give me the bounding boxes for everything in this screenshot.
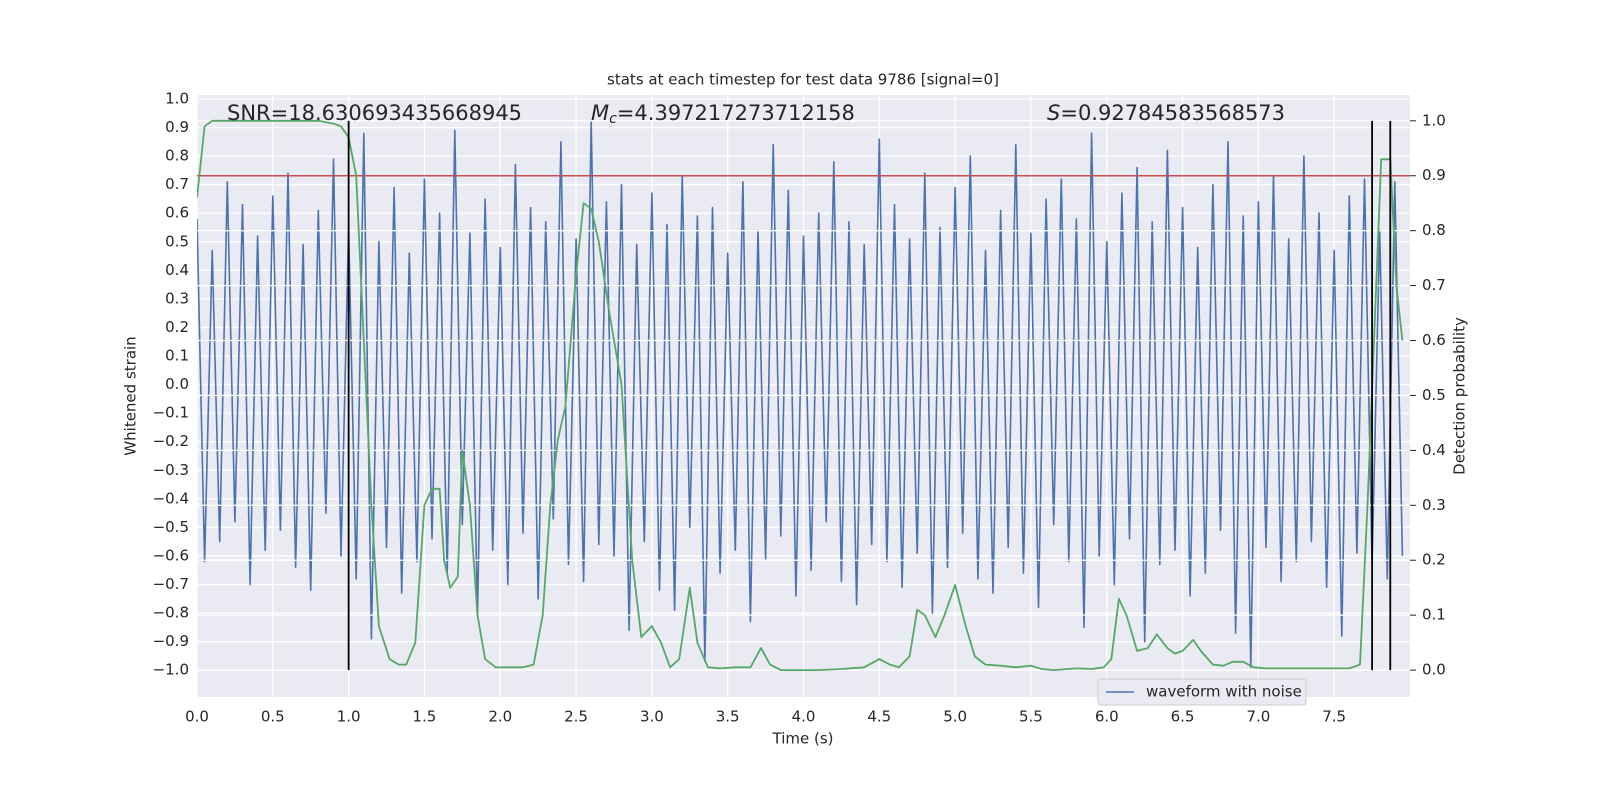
y2-tick-label: 0.2 <box>1422 551 1446 569</box>
y-tick-label: −1.0 <box>153 661 189 679</box>
y-tick-label: 0.7 <box>165 175 189 193</box>
x-tick-label: 2.5 <box>564 708 588 726</box>
probability-line <box>197 119 1404 671</box>
annotation: SNR=18.630693435668945 <box>227 101 522 125</box>
y-tick-label: 0.1 <box>165 347 189 365</box>
y-tick-label: 0.0 <box>165 375 189 393</box>
annotation-subscript: c <box>609 111 617 127</box>
y-axis-label: Whitened strain <box>122 336 140 455</box>
y2-tick-label: 0.3 <box>1422 496 1446 514</box>
x-tick-label: 7.5 <box>1322 708 1346 726</box>
x-tick-label: 1.5 <box>413 708 437 726</box>
y-tick-label: 0.3 <box>165 289 189 307</box>
annotation: Mc=4.397217273712158 <box>591 101 855 127</box>
y-tick-label: 0.6 <box>165 204 189 222</box>
x-tick-label: 7.0 <box>1246 708 1270 726</box>
waveform-line <box>197 121 1404 669</box>
y-tick-label: −0.7 <box>153 575 189 593</box>
y-tick-label: −0.5 <box>153 518 189 536</box>
chart-title: stats at each timestep for test data 978… <box>607 71 999 89</box>
x-tick-label: 1.0 <box>337 708 361 726</box>
y-tick-label: −0.4 <box>153 489 189 507</box>
annotation: S=0.92784583568573 <box>1047 101 1285 125</box>
y2-tick-label: 0.6 <box>1422 331 1446 349</box>
x-tick-label: 6.5 <box>1171 708 1195 726</box>
legend-box <box>1097 678 1307 706</box>
y-tick-label: 0.9 <box>165 118 189 136</box>
y-tick-label: −0.9 <box>153 632 189 650</box>
x-tick-label: 5.0 <box>943 708 967 726</box>
y-tick-label: 0.5 <box>165 232 189 250</box>
y-tick-label: 0.2 <box>165 318 189 336</box>
y-tick-label: −0.3 <box>153 461 189 479</box>
y2-tick-label: 0.0 <box>1422 661 1446 679</box>
y2-tick-label: 0.1 <box>1422 606 1446 624</box>
y-tick-label: 0.8 <box>165 147 189 165</box>
x-tick-label: 4.0 <box>792 708 816 726</box>
y-tick-label: −0.8 <box>153 604 189 622</box>
y2-tick-label: 1.0 <box>1422 111 1446 129</box>
y2-tick-label: 0.7 <box>1422 276 1446 294</box>
y-tick-label: 1.0 <box>165 89 189 107</box>
y-tick-label: −0.2 <box>153 432 189 450</box>
y-tick-label: −0.6 <box>153 546 189 564</box>
y-tick-label: −0.1 <box>153 404 189 422</box>
x-axis-label: Time (s) <box>772 730 834 748</box>
x-tick-label: 0.5 <box>261 708 285 726</box>
x-tick-label: 3.5 <box>716 708 740 726</box>
annotation-symbol: S <box>1047 101 1060 125</box>
annotation-text: =4.397217273712158 <box>617 101 855 125</box>
y-tick-label: 0.4 <box>165 261 189 279</box>
y2-tick-label: 0.9 <box>1422 166 1446 184</box>
x-tick-label: 4.5 <box>867 708 891 726</box>
plot-content <box>197 119 1410 671</box>
x-tick-label: 3.0 <box>640 708 664 726</box>
y2-tick-label: 0.5 <box>1422 386 1446 404</box>
annotation-text: SNR=18.630693435668945 <box>227 101 522 125</box>
annotation-text: =0.92784583568573 <box>1060 101 1285 125</box>
y2-tick-label: 0.4 <box>1422 441 1446 459</box>
annotation-symbol: M <box>591 101 609 125</box>
x-tick-label: 0.0 <box>185 708 209 726</box>
x-tick-label: 6.0 <box>1095 708 1119 726</box>
y2-tick-label: 0.8 <box>1422 221 1446 239</box>
x-tick-label: 2.0 <box>488 708 512 726</box>
legend-label: waveform with noise <box>1146 683 1302 701</box>
x-tick-label: 5.5 <box>1019 708 1043 726</box>
y2-axis-label: Detection probability <box>1451 317 1469 475</box>
